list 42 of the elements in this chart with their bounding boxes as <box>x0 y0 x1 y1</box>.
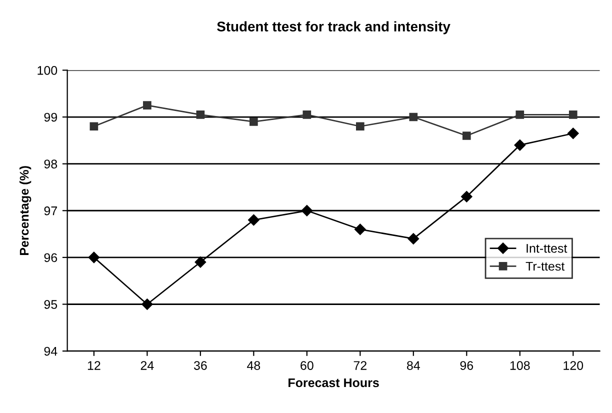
point <box>250 118 258 126</box>
point <box>302 110 312 119</box>
x-tick-label: 120 <box>564 361 584 370</box>
legend-label: Int-ttest <box>526 244 568 253</box>
x-tick-label: 84 <box>407 361 420 370</box>
point <box>514 139 526 151</box>
y-tick-label: 97 <box>44 206 57 216</box>
point <box>356 122 364 131</box>
point <box>196 110 205 119</box>
y-tick-label: 100 <box>38 66 58 75</box>
y-axis-title: Percentage (%) <box>19 166 32 255</box>
x-tick-label: 12 <box>88 361 100 370</box>
point <box>461 190 472 202</box>
point <box>408 233 420 244</box>
x-tick-label: 48 <box>247 361 260 370</box>
y-tick-label: 99 <box>44 112 58 122</box>
point <box>90 122 98 131</box>
point <box>143 101 152 110</box>
legend-label: Tr-ttest <box>526 262 565 271</box>
y-tick-label: 96 <box>44 253 58 262</box>
point <box>409 112 418 122</box>
chart-title: Student ttest for track and intensity <box>217 21 450 34</box>
x-tick-label: 60 <box>300 361 314 370</box>
x-axis-title: Forecast Hours <box>288 378 379 388</box>
y-tick-label: 98 <box>44 160 58 168</box>
y-tick-label: 94 <box>44 346 58 356</box>
x-tick-label: 108 <box>510 361 530 370</box>
point <box>354 224 366 235</box>
point <box>516 110 524 119</box>
point <box>88 252 100 264</box>
point <box>568 110 578 119</box>
point <box>301 205 313 216</box>
point <box>142 298 153 310</box>
x-tick-label: 72 <box>354 361 366 370</box>
y-tick-label: 95 <box>44 300 58 309</box>
x-tick-label: 24 <box>140 361 154 370</box>
point <box>462 132 471 140</box>
point <box>568 128 579 140</box>
x-tick-label: 96 <box>460 361 474 370</box>
x-tick-label: 36 <box>194 361 207 370</box>
point <box>194 256 206 268</box>
point <box>248 214 260 226</box>
